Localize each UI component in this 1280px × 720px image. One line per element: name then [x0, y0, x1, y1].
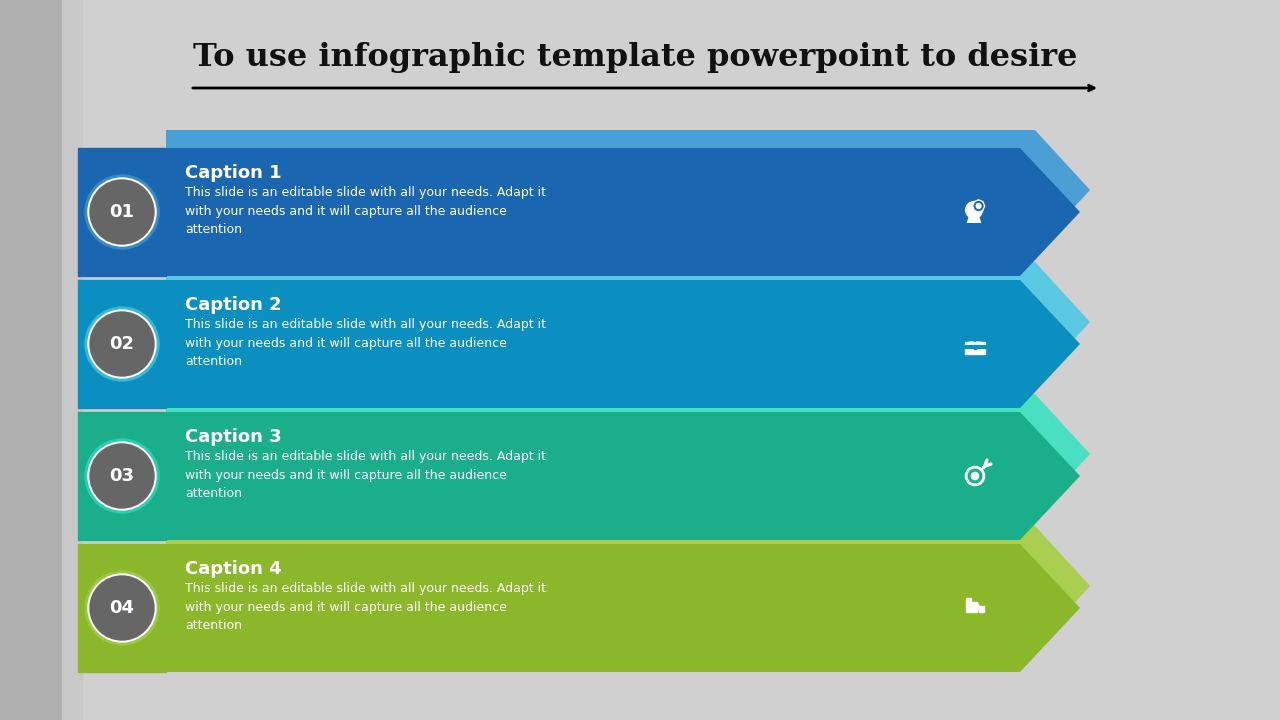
Text: To use infographic template powerpoint to desire: To use infographic template powerpoint t…: [193, 42, 1078, 73]
Circle shape: [90, 180, 154, 244]
Text: Caption 4: Caption 4: [186, 560, 282, 578]
Polygon shape: [166, 412, 1080, 540]
Circle shape: [980, 202, 983, 204]
Circle shape: [88, 442, 156, 510]
Circle shape: [84, 571, 159, 645]
Polygon shape: [166, 130, 1091, 250]
Circle shape: [974, 202, 983, 210]
Circle shape: [974, 202, 977, 204]
Circle shape: [982, 204, 984, 207]
Circle shape: [977, 204, 980, 208]
Text: 03: 03: [110, 467, 134, 485]
Bar: [965, 342, 984, 354]
Circle shape: [90, 444, 154, 508]
Text: Caption 1: Caption 1: [186, 164, 282, 182]
Circle shape: [965, 467, 984, 485]
Text: 02: 02: [110, 335, 134, 353]
Bar: [78, 412, 166, 540]
Text: 04: 04: [110, 599, 134, 617]
Circle shape: [90, 576, 154, 640]
Circle shape: [84, 439, 159, 513]
Polygon shape: [166, 280, 1080, 408]
Bar: [78, 148, 166, 276]
Circle shape: [88, 574, 156, 642]
Polygon shape: [166, 526, 1091, 646]
Circle shape: [973, 200, 984, 212]
Polygon shape: [166, 544, 1080, 672]
Circle shape: [968, 469, 982, 483]
Text: This slide is an editable slide with all your needs. Adapt it
with your needs an: This slide is an editable slide with all…: [186, 186, 547, 236]
Circle shape: [980, 208, 983, 210]
Circle shape: [978, 200, 979, 202]
Bar: [0, 0, 61, 720]
Polygon shape: [966, 217, 982, 223]
Circle shape: [974, 208, 977, 210]
Circle shape: [84, 175, 159, 249]
Bar: [973, 603, 978, 613]
Bar: [78, 544, 166, 672]
Text: This slide is an editable slide with all your needs. Adapt it
with your needs an: This slide is an editable slide with all…: [186, 582, 547, 632]
Circle shape: [972, 472, 979, 480]
Polygon shape: [166, 394, 1091, 514]
Text: 01: 01: [110, 203, 134, 221]
Bar: [78, 280, 166, 408]
Bar: [966, 598, 972, 613]
Text: This slide is an editable slide with all your needs. Adapt it
with your needs an: This slide is an editable slide with all…: [186, 318, 547, 368]
Circle shape: [973, 204, 975, 207]
Circle shape: [88, 310, 156, 378]
Circle shape: [88, 178, 156, 246]
Bar: [974, 345, 977, 349]
Circle shape: [978, 210, 979, 212]
Circle shape: [90, 312, 154, 376]
Text: Caption 2: Caption 2: [186, 296, 282, 314]
Text: This slide is an editable slide with all your needs. Adapt it
with your needs an: This slide is an editable slide with all…: [186, 450, 547, 500]
Polygon shape: [166, 148, 1080, 276]
Polygon shape: [166, 262, 1091, 382]
Bar: [979, 606, 984, 613]
Bar: [61, 0, 82, 720]
Text: Caption 3: Caption 3: [186, 428, 282, 446]
Circle shape: [965, 202, 983, 218]
Circle shape: [84, 307, 159, 381]
